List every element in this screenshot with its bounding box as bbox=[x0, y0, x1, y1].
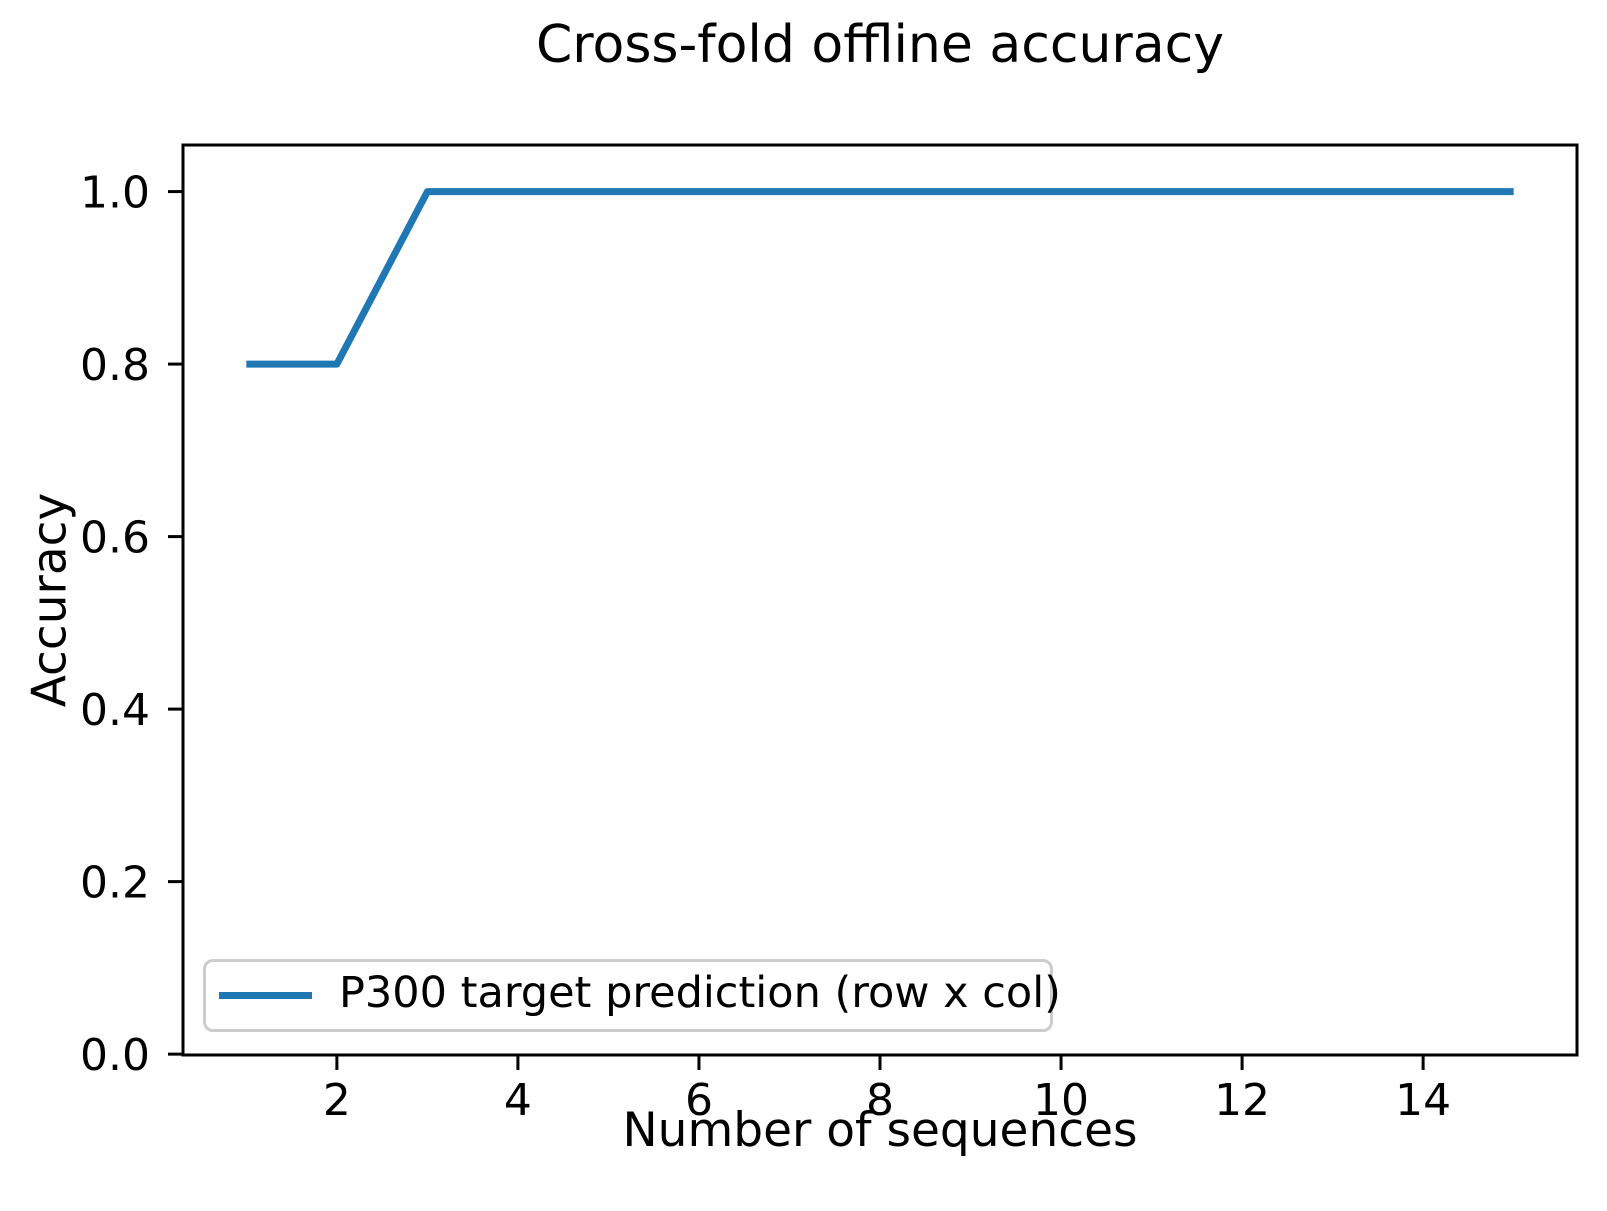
x-tick-label: 10 bbox=[1033, 1075, 1089, 1126]
y-tick-label: 0.6 bbox=[80, 513, 150, 564]
y-tick-label: 0.4 bbox=[80, 685, 150, 736]
y-tick-label: 1.0 bbox=[80, 168, 150, 219]
y-tick-label: 0.0 bbox=[80, 1030, 150, 1081]
chart-title: Cross-fold offline accuracy bbox=[535, 15, 1225, 75]
x-tick-label: 14 bbox=[1395, 1075, 1451, 1126]
legend-line-sample bbox=[219, 992, 312, 999]
x-tick-label: 6 bbox=[685, 1075, 713, 1126]
plot-border bbox=[181, 143, 1579, 1057]
y-axis-label: Accuracy bbox=[22, 492, 78, 708]
x-axis-label: Number of sequences bbox=[622, 1103, 1138, 1158]
x-tick-label: 8 bbox=[866, 1075, 894, 1126]
legend-label: P300 target prediction (row x col) bbox=[339, 968, 1061, 1018]
x-tick-label: 4 bbox=[504, 1075, 532, 1126]
x-tick-label: 2 bbox=[323, 1075, 351, 1126]
series-line bbox=[246, 188, 1514, 368]
y-tick-label: 0.8 bbox=[80, 340, 150, 391]
legend: P300 target prediction (row x col) bbox=[203, 959, 1061, 1032]
y-tick-label: 0.2 bbox=[80, 858, 150, 909]
x-tick-label: 12 bbox=[1214, 1075, 1270, 1126]
